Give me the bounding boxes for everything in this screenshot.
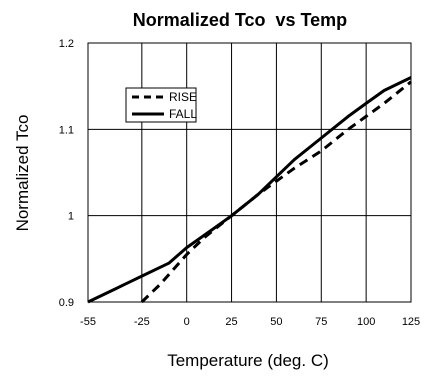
series-line-rise: [140, 80, 412, 304]
tick-labels: -55 -25 0 25 50 75 100 125 0.9 1 1.1 1.2: [59, 38, 420, 328]
x-tick-label: 125: [402, 316, 420, 328]
plot-frame: [87, 42, 412, 303]
legend: RISE FALL: [125, 87, 197, 123]
series-line-fall: [87, 76, 412, 304]
x-tick-label: 100: [357, 316, 375, 328]
legend-box: [125, 87, 197, 123]
x-tick-label: 25: [225, 316, 237, 328]
x-tick-label: 50: [270, 316, 282, 328]
legend-label-fall: FALL: [169, 107, 197, 121]
y-tick-label: 1.2: [59, 38, 74, 50]
x-axis-label: Temperature (deg. C): [167, 351, 329, 370]
x-tick-label: 0: [184, 316, 190, 328]
legend-label-rise: RISE: [169, 90, 197, 104]
chart-title: Normalized Tco vs Temp: [133, 10, 347, 30]
y-axis-label: Normalized Tco: [13, 115, 32, 232]
y-tick-label: 1: [68, 211, 74, 223]
x-tick-label: -55: [80, 316, 96, 328]
grid: [87, 42, 412, 303]
series-group: [87, 76, 412, 304]
x-tick-label: -25: [134, 316, 150, 328]
y-tick-label: 1.1: [59, 124, 74, 136]
y-tick-label: 0.9: [59, 297, 74, 309]
x-tick-label: 75: [315, 316, 327, 328]
